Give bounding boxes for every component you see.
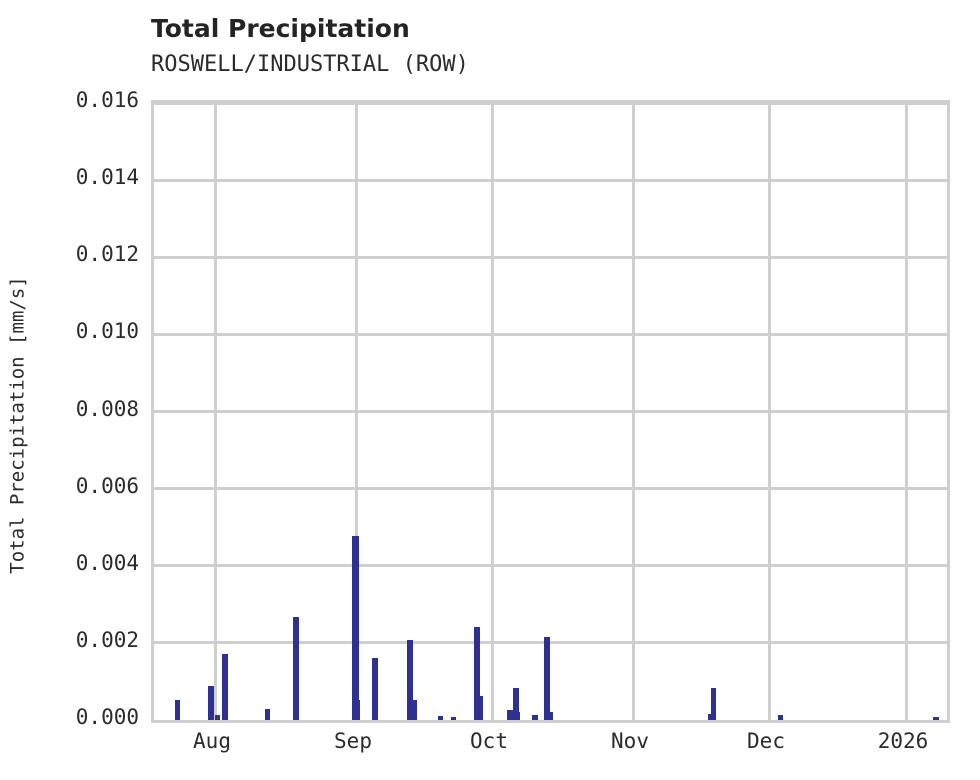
- gridline-vertical: [354, 103, 358, 720]
- gridline-vertical: [904, 103, 908, 720]
- y-axis-tick-label: 0.016: [75, 88, 139, 112]
- bar: [293, 617, 299, 720]
- bar: [224, 716, 228, 720]
- bar: [354, 699, 360, 720]
- y-axis-tick-label: 0.004: [75, 550, 139, 575]
- y-axis-tick-label: 0.014: [75, 165, 139, 190]
- bar: [507, 709, 513, 720]
- bar: [438, 715, 443, 720]
- bar: [515, 711, 520, 720]
- x-axis-tick-labels: Aug Sep Oct Nov Dec 2026: [151, 729, 944, 763]
- x-axis-tick-label: Aug: [193, 729, 231, 753]
- x-axis-tick-label: 2026: [877, 729, 929, 753]
- x-axis-tick-label: Oct: [470, 729, 508, 753]
- gridline-vertical: [490, 103, 494, 720]
- bar: [175, 699, 180, 720]
- y-axis-tick-label: 0.012: [75, 242, 139, 267]
- bar: [451, 717, 456, 720]
- bar: [477, 695, 483, 720]
- x-axis-tick-label: Nov: [611, 729, 649, 753]
- gridline-horizontal: [154, 255, 947, 259]
- bar: [208, 686, 214, 720]
- plot-area: [151, 100, 950, 723]
- gridline-horizontal: [154, 641, 947, 645]
- plot-inner: [154, 103, 947, 720]
- gridline-horizontal: [154, 564, 947, 568]
- bar: [222, 654, 228, 720]
- bar: [407, 640, 413, 720]
- gridline-vertical: [213, 103, 217, 720]
- y-axis-tick-label: 0.000: [75, 705, 139, 729]
- x-axis-tick-label: Sep: [334, 729, 372, 753]
- bar: [410, 699, 417, 720]
- x-axis-tick-label: Dec: [747, 729, 785, 753]
- gridline-horizontal: [154, 178, 947, 182]
- bar: [778, 715, 783, 720]
- bar: [933, 716, 939, 720]
- bar: [215, 715, 220, 720]
- bar: [372, 657, 378, 720]
- bar: [547, 711, 553, 720]
- bar: [708, 713, 714, 720]
- gridline-vertical: [767, 103, 771, 720]
- bar: [544, 637, 550, 720]
- bar: [474, 627, 480, 720]
- gridline-vertical: [631, 103, 635, 720]
- y-axis-tick-label: 0.006: [75, 473, 139, 498]
- gridline-horizontal: [154, 410, 947, 413]
- y-axis-tick-label: 0.008: [75, 396, 139, 421]
- gridline-horizontal: [154, 487, 947, 491]
- bar: [532, 715, 538, 720]
- bar: [513, 688, 519, 720]
- y-axis-tick-label: 0.002: [75, 627, 139, 652]
- page-title: Total Precipitation: [151, 14, 410, 43]
- bar: [711, 688, 716, 720]
- bar: [265, 709, 270, 720]
- chart-subtitle: ROSWELL/INDUSTRIAL (ROW): [151, 52, 469, 77]
- bar: [352, 535, 359, 720]
- y-axis-tick-label: 0.010: [75, 319, 139, 344]
- gridline-horizontal: [154, 103, 947, 105]
- y-axis-tick-labels: 0.000 0.002 0.004 0.006 0.008 0.010 0.012 0.014…: [0, 88, 139, 729]
- gridline-horizontal: [154, 332, 947, 336]
